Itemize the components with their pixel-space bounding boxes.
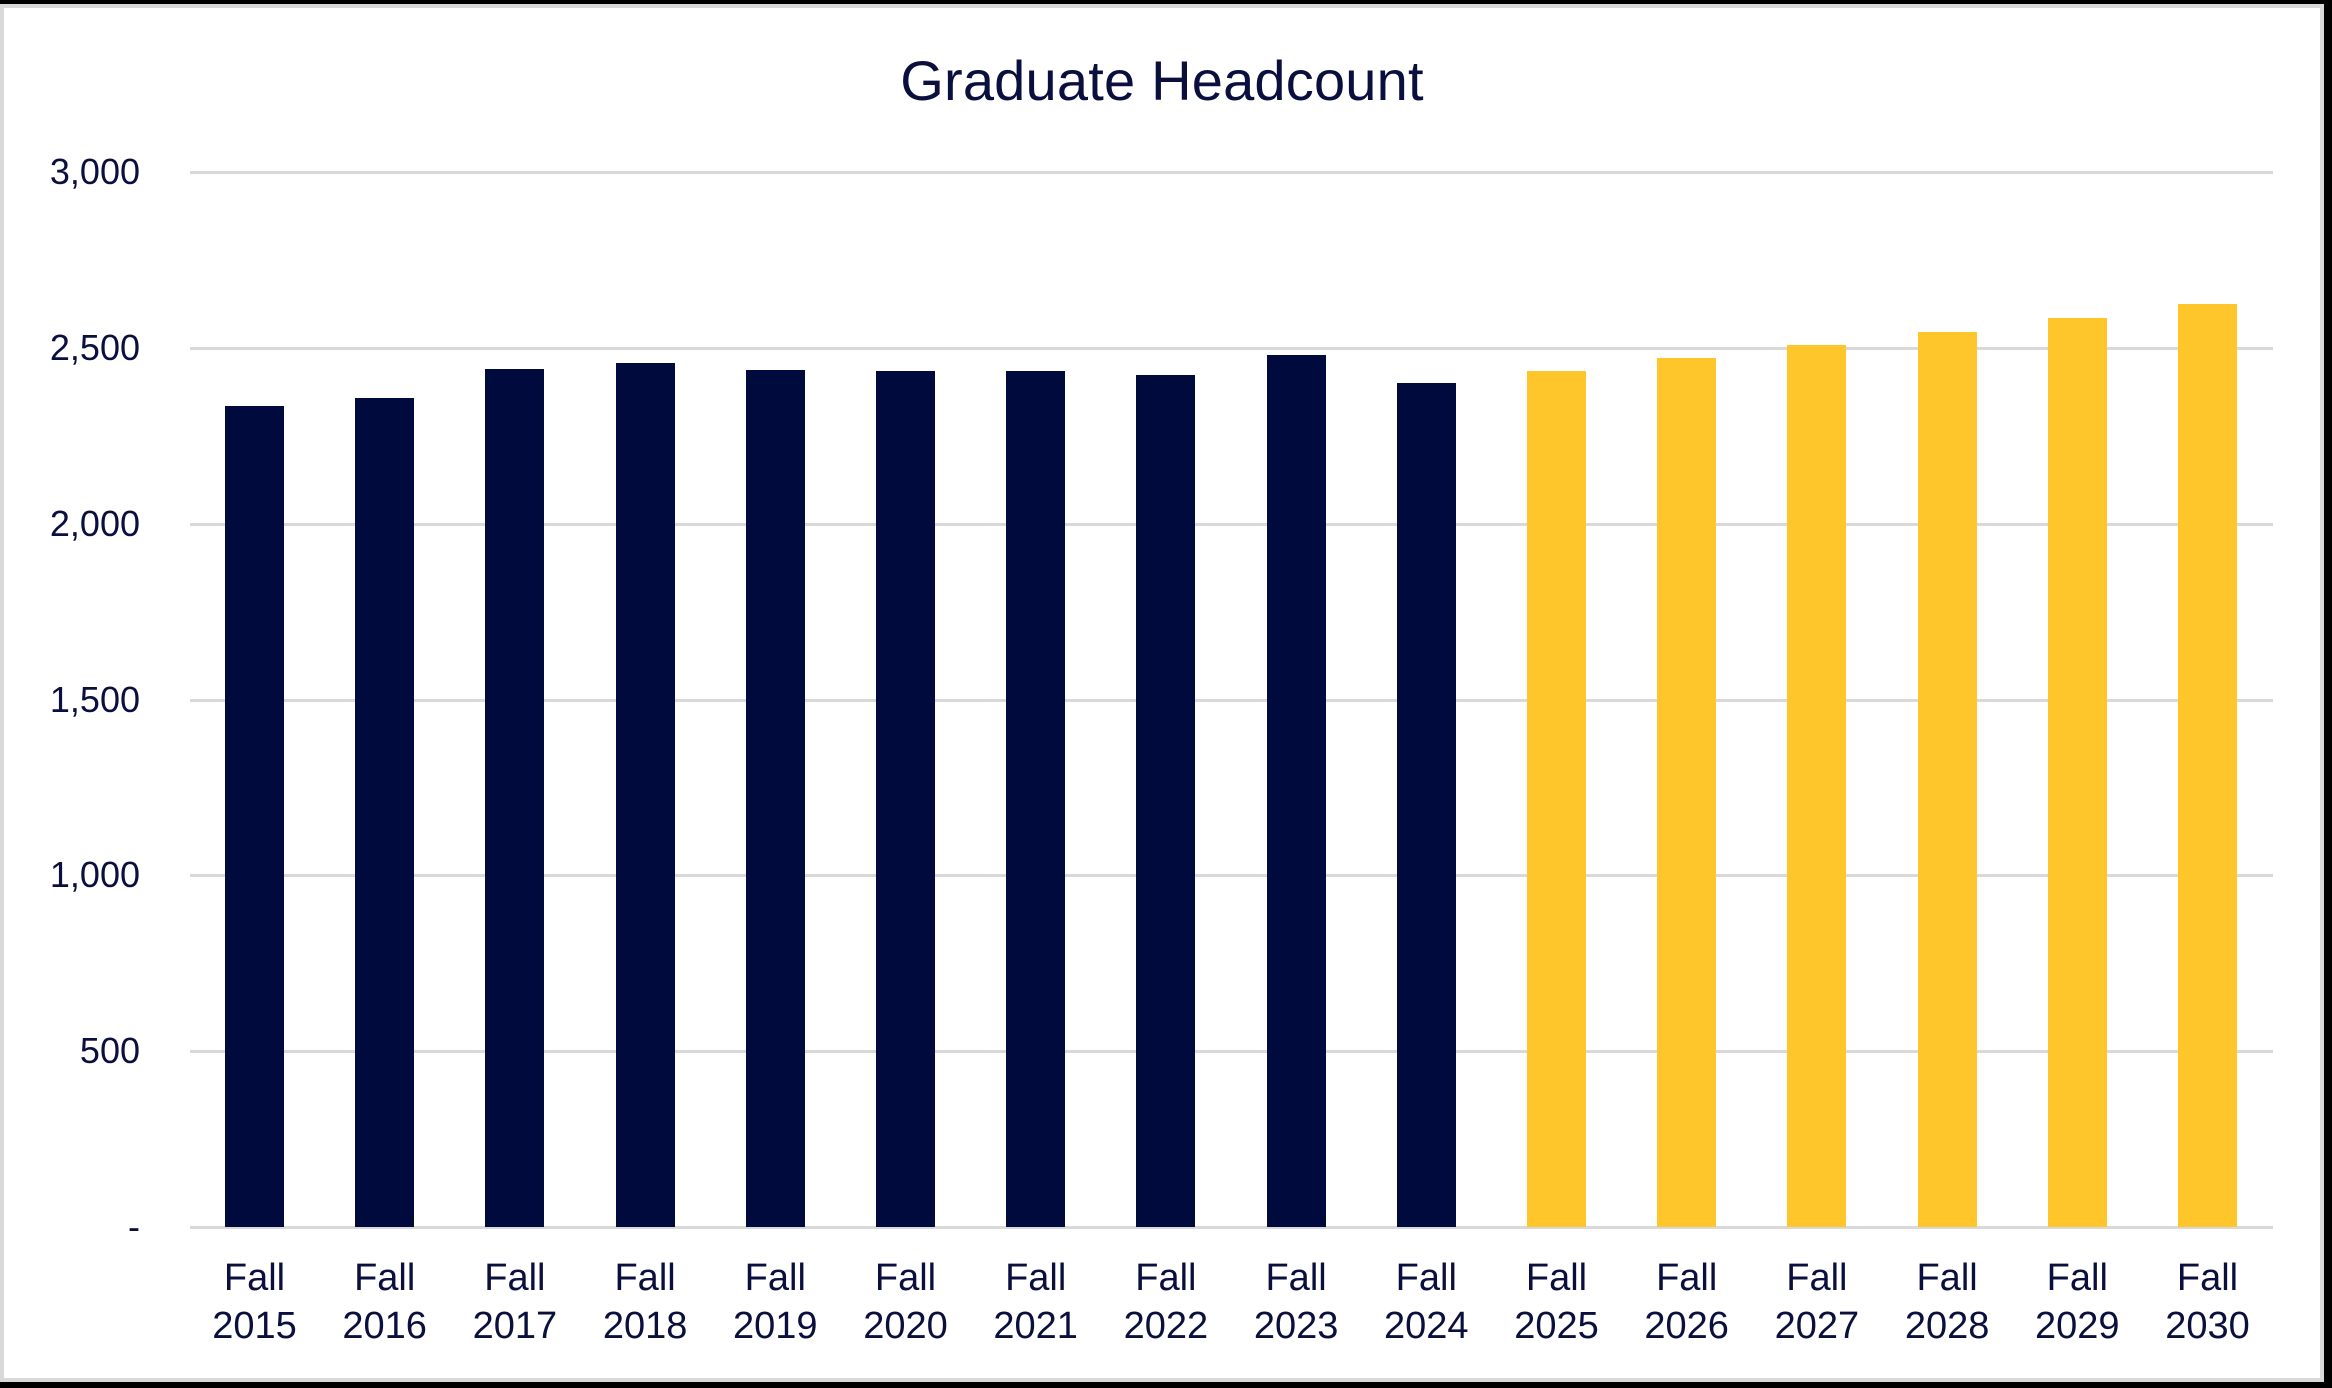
x-tick-label-line2: 2022 [1123, 1305, 1209, 1347]
y-tick-label: 1,500 [49, 678, 140, 720]
x-tick-label: Fall 2017 [455, 1254, 575, 1350]
x-tick-label: Fall 2030 [2148, 1254, 2268, 1350]
x-tick-label-line2: 2018 [602, 1305, 688, 1347]
y-tick-label: - [128, 1206, 140, 1247]
x-tick-label: Fall 2024 [1366, 1254, 1486, 1350]
x-tick-label-line2: 2015 [212, 1305, 297, 1347]
bar-projected [1657, 357, 1717, 1227]
x-tick-label-line1: Fall [484, 1257, 546, 1299]
x-tick-label-line1: Fall [223, 1257, 286, 1299]
y-tick-label: 1,000 [49, 854, 140, 896]
gridline [190, 346, 2273, 350]
bar-actual [615, 362, 675, 1227]
y-tick-label: 2,500 [49, 326, 140, 368]
gridline [190, 1050, 2273, 1054]
x-tick-label: Fall 2016 [325, 1254, 445, 1350]
x-tick-label-line1: Fall [614, 1257, 676, 1299]
plot-area [190, 0, 2273, 1388]
gridline [190, 522, 2273, 526]
x-tick-label-line1: Fall [874, 1257, 937, 1299]
bar-projected [1787, 344, 1847, 1227]
bar-projected [2047, 317, 2107, 1227]
x-tick-label: Fall 2026 [1627, 1254, 1747, 1350]
bar-actual [355, 398, 415, 1227]
x-tick-label-line2: 2026 [1644, 1305, 1729, 1347]
bar-actual [1396, 382, 1456, 1227]
bar-projected [1527, 370, 1586, 1227]
x-tick-label: Fall 2022 [1106, 1254, 1226, 1350]
x-tick-label: Fall 2019 [715, 1254, 835, 1350]
x-tick-label-line2: 2016 [342, 1305, 427, 1347]
x-tick-label-line2: 2028 [1904, 1305, 1990, 1347]
bar-actual [485, 368, 545, 1227]
x-tick-label: Fall 2018 [585, 1254, 705, 1350]
gridline [190, 698, 2273, 702]
bar-actual [1136, 375, 1196, 1227]
y-tick-label: 2,000 [49, 502, 140, 544]
x-tick-label-line1: Fall [744, 1257, 806, 1299]
x-tick-label-line2: 2024 [1384, 1305, 1469, 1347]
x-tick-label-line1: Fall [1786, 1257, 1848, 1299]
bar-actual [876, 370, 935, 1227]
x-tick-label-line1: Fall [1005, 1257, 1067, 1299]
y-tick-label: 3,000 [49, 151, 140, 192]
gridline [190, 171, 2273, 174]
chart-title: Graduate Headcount [900, 49, 1424, 112]
gridline [190, 1226, 2273, 1229]
y-tick-label: 500 [79, 1030, 140, 1072]
x-tick-label-line1: Fall [2176, 1257, 2239, 1299]
x-tick-label-line1: Fall [1135, 1257, 1197, 1299]
x-tick-label: Fall 2025 [1497, 1254, 1617, 1350]
x-tick-label-line1: Fall [1265, 1257, 1327, 1299]
x-tick-label-line2: 2025 [1514, 1305, 1599, 1347]
x-tick-label-line2: 2021 [993, 1305, 1078, 1347]
gridline [190, 874, 2273, 878]
bar-actual [1266, 355, 1326, 1227]
x-tick-label-line1: Fall [2046, 1257, 2108, 1299]
x-tick-label-line2: 2030 [2165, 1305, 2250, 1347]
x-tick-label-line2: 2023 [1253, 1305, 1339, 1347]
x-tick-label-line1: Fall [354, 1257, 416, 1299]
bar-projected [1917, 331, 1977, 1227]
bar-projected [2178, 303, 2237, 1227]
x-tick-label-line2: 2019 [733, 1305, 818, 1347]
x-tick-label: Fall 2023 [1236, 1254, 1356, 1350]
x-tick-label: Fall 2029 [2017, 1254, 2137, 1350]
x-tick-label: Fall 2020 [846, 1254, 966, 1350]
x-tick-label: Fall 2027 [1757, 1254, 1877, 1350]
x-tick-label: Fall 2015 [195, 1254, 315, 1350]
x-tick-label: Fall 2028 [1887, 1254, 2007, 1350]
x-tick-label-line2: 2020 [863, 1305, 948, 1347]
x-tick-label-line1: Fall [1656, 1257, 1718, 1299]
x-tick-label-line1: Fall [1916, 1257, 1978, 1299]
bar-actual [225, 405, 284, 1227]
x-tick-label-line1: Fall [1395, 1257, 1457, 1299]
bar-actual [1006, 370, 1066, 1227]
x-tick-label-line1: Fall [1525, 1257, 1588, 1299]
x-tick-label: Fall 2021 [976, 1254, 1096, 1350]
x-tick-label-line2: 2029 [2035, 1305, 2120, 1347]
x-tick-label-line2: 2027 [1774, 1305, 1860, 1347]
x-tick-label-line2: 2017 [472, 1305, 558, 1347]
bar-actual [745, 369, 805, 1227]
